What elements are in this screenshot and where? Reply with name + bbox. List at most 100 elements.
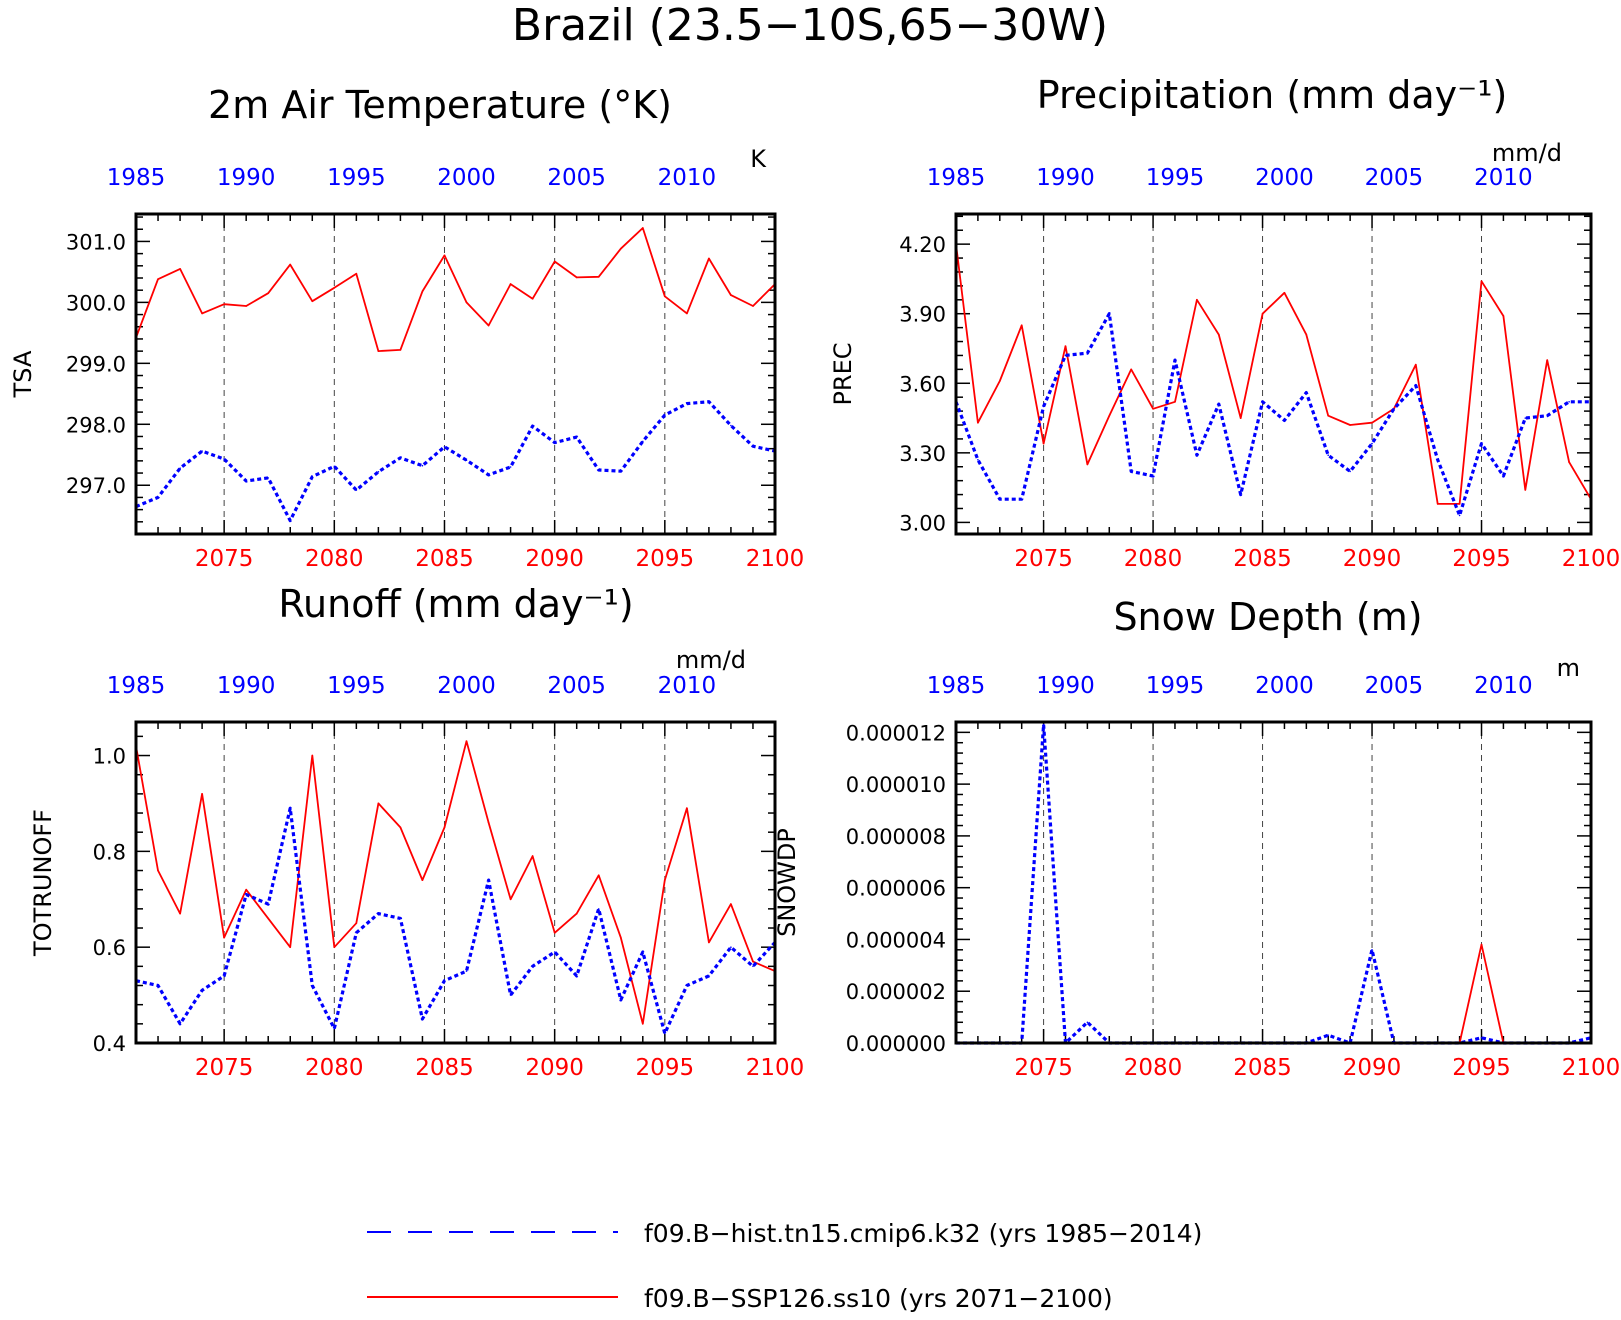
data-point [311, 475, 314, 478]
chart-panel-1: 2m Air Temperature (°K) K TSA 297.0 298.0 299… [9, 83, 804, 572]
data-point [443, 254, 446, 257]
data-point [333, 946, 336, 948]
data-point [487, 324, 490, 327]
data-point [157, 984, 159, 987]
data-point [223, 975, 225, 977]
data-point [999, 380, 1001, 382]
y-tick-label: 0.000002 [846, 980, 946, 1004]
data-point [377, 912, 380, 915]
legend: f09.B−hist.tn15.cmip6.k32 (yrs 1985−2014… [367, 1219, 1202, 1313]
data-point [267, 292, 270, 295]
x-tick-label-top: 2005 [547, 165, 606, 191]
y-tick-label: 300.0 [66, 291, 126, 315]
x-tick-label-top: 2000 [1255, 673, 1314, 699]
data-point [531, 855, 534, 857]
data-point [267, 477, 270, 479]
series-line-hist [956, 312, 1591, 518]
data-point [1108, 414, 1111, 417]
chart-title: Snow Depth (m) [1113, 595, 1422, 639]
x-tick-label-bottom: 2090 [1343, 1055, 1402, 1081]
data-point [179, 467, 181, 470]
y-tick-label: 0.8 [93, 840, 126, 864]
data-point [289, 946, 292, 948]
data-point [355, 489, 358, 491]
x-tick-label-bottom: 2100 [1562, 1055, 1621, 1081]
data-point [399, 917, 402, 920]
data-point [1130, 368, 1132, 371]
data-point [487, 474, 490, 476]
data-point [1393, 408, 1395, 410]
data-point [1568, 461, 1570, 463]
data-point [443, 979, 446, 982]
data-point [443, 826, 446, 829]
data-point [201, 793, 203, 795]
data-point [245, 480, 247, 482]
data-point [664, 295, 666, 298]
data-point [355, 932, 358, 934]
y-tick-label: 0.000004 [846, 928, 946, 952]
x-tick-label-top: 2010 [658, 673, 717, 699]
data-point [1371, 442, 1373, 445]
data-point [752, 960, 754, 963]
data-point [597, 874, 600, 877]
y-tick-label: 0.6 [93, 936, 126, 960]
data-point [377, 471, 380, 473]
data-point [377, 802, 380, 805]
data-point [664, 879, 666, 881]
data-point [1458, 514, 1461, 517]
data-point [642, 1023, 644, 1025]
data-point [531, 425, 534, 427]
x-tick-label-bottom: 2075 [1014, 546, 1073, 572]
data-point [509, 466, 512, 468]
data-point [620, 999, 622, 1001]
data-point [1086, 1021, 1089, 1024]
plot-frame [134, 720, 777, 1045]
data-point [509, 994, 512, 996]
x-tick-label-bottom: 2095 [636, 546, 695, 572]
plot-frame [954, 212, 1593, 536]
data-point [1458, 503, 1461, 505]
data-point [620, 247, 622, 250]
data-point [1415, 384, 1417, 387]
series-line-ssp126 [136, 227, 775, 353]
data-point [575, 436, 578, 438]
data-point [465, 459, 468, 462]
x-tick-label-top: 1990 [1036, 165, 1095, 191]
units-label: mm/d [676, 646, 746, 674]
data-point [730, 424, 732, 427]
data-point [1546, 359, 1548, 361]
data-point [399, 457, 402, 459]
data-point [157, 278, 159, 281]
data-point [730, 294, 732, 296]
x-tick-label-bottom: 2080 [305, 546, 364, 572]
y-tick-label: 301.0 [66, 230, 126, 254]
x-tick-label-bottom: 2090 [1343, 546, 1402, 572]
data-point [620, 470, 622, 473]
data-point [1305, 391, 1308, 394]
data-point [267, 917, 270, 920]
data-point [179, 1023, 181, 1025]
data-point [1349, 424, 1351, 426]
data-point [1042, 723, 1045, 726]
data-point [1042, 442, 1045, 445]
x-tick-label-bottom: 2080 [305, 1055, 364, 1081]
data-point [575, 912, 578, 915]
data-point [553, 260, 556, 263]
data-point [1239, 493, 1242, 496]
data-point [179, 268, 181, 270]
data-point [1371, 949, 1373, 951]
data-point [1524, 489, 1527, 491]
data-point [355, 922, 358, 924]
data-point [465, 970, 468, 972]
plot-frame [134, 212, 777, 536]
x-tick-label-top: 2005 [1365, 165, 1424, 191]
data-point [977, 421, 979, 424]
chart-title: 2m Air Temperature (°K) [208, 83, 672, 127]
data-point [686, 984, 688, 987]
x-tick-label-top: 2010 [1474, 165, 1533, 191]
y-tick-label: 3.90 [899, 303, 946, 327]
x-tick-label-top: 1985 [927, 673, 986, 699]
data-point [311, 300, 314, 303]
data-point [708, 975, 710, 977]
x-tick-label-top: 1985 [107, 673, 166, 699]
